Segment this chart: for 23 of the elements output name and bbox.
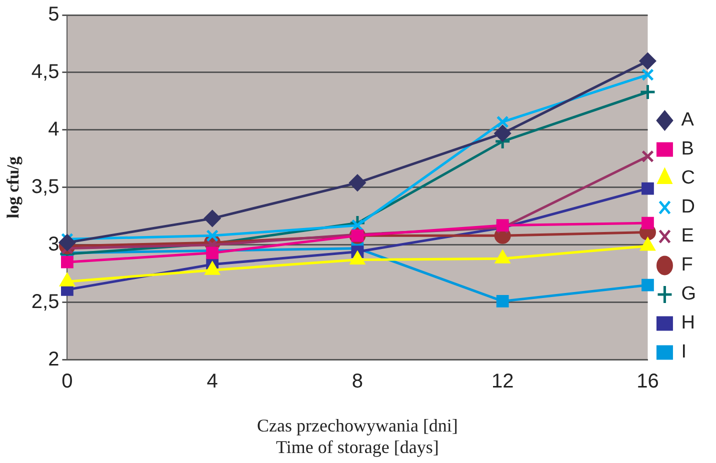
x-tick-label: 0 (62, 370, 73, 392)
legend-label: E (681, 226, 694, 247)
x-tick-label: 12 (491, 370, 514, 392)
legend-label: I (681, 342, 686, 363)
y-tick-label: 4 (48, 118, 60, 140)
x-tick-label: 4 (206, 370, 218, 392)
legend-label: C (681, 168, 695, 189)
x-tick-label: 16 (636, 370, 659, 392)
legend-label: B (681, 138, 694, 160)
legend-label: G (681, 284, 696, 305)
y-tick-label: 4,5 (31, 60, 60, 83)
y-axis-title: log cfu/g (4, 156, 23, 218)
legend-label: F (681, 254, 693, 276)
y-tick-label: 2 (48, 348, 60, 370)
y-tick-label: 5 (48, 4, 60, 26)
y-tick-label: 3,5 (31, 176, 60, 198)
x-tick-label: 8 (352, 370, 364, 392)
legend-label: A (681, 110, 694, 131)
x-axis-title: Czas przechowywania [dni] Time of storage [days] (257, 415, 458, 457)
legend-label: H (681, 312, 695, 334)
y-tick-label: 3 (48, 233, 60, 256)
legend-label: D (681, 196, 695, 218)
y-tick-label: 2,5 (31, 290, 60, 313)
